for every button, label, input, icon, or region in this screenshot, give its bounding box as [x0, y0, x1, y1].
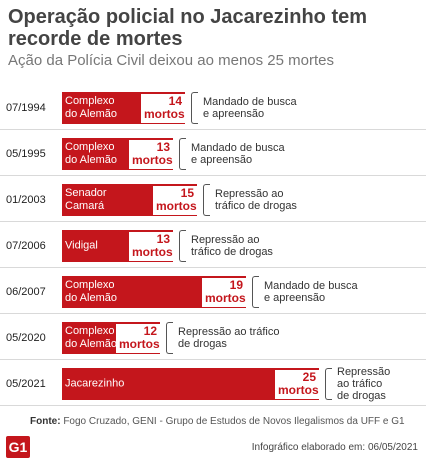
- source-label: Fonte:: [30, 416, 61, 427]
- reason-brace: [179, 230, 186, 262]
- reason-text: Repressão ao tráfico de drogas: [178, 326, 280, 350]
- bar-place-label: Complexo do Alemão: [65, 325, 117, 350]
- reason-brace: [179, 138, 186, 170]
- row-divider: [0, 313, 426, 314]
- row-date: 01/2003: [6, 194, 46, 206]
- row-divider: [0, 405, 426, 406]
- bar-value-label: 15 mortos: [153, 186, 197, 215]
- bar-place-label: Complexo do Alemão: [65, 141, 117, 166]
- row-divider: [0, 129, 426, 130]
- row-divider: [0, 267, 426, 268]
- page-title: Operação policial no Jacarezinho tem rec…: [8, 6, 368, 50]
- bar-place-label: Jacarezinho: [65, 377, 125, 390]
- reason-text: Repressão ao tráfico de drogas: [337, 366, 391, 402]
- row-date: 05/2020: [6, 332, 46, 344]
- credit-note: Infográfico elaborado em: 06/05/2021: [251, 442, 418, 453]
- reason-text: Repressão ao tráfico de drogas: [191, 234, 273, 258]
- g1-logo: G1: [6, 436, 30, 458]
- reason-brace: [203, 184, 210, 216]
- reason-text: Mandado de busca e apreensão: [203, 96, 297, 120]
- bar-place-label: Complexo do Alemão: [65, 279, 117, 304]
- reason-brace: [252, 276, 259, 308]
- page-subtitle: Ação da Polícia Civil deixou ao menos 25…: [8, 52, 335, 69]
- row-divider: [0, 359, 426, 360]
- reason-text: Repressão ao tráfico de drogas: [215, 188, 297, 212]
- bar-value-label: 19 mortos: [202, 278, 246, 307]
- bar-value-label: 13 mortos: [129, 140, 173, 169]
- row-date: 05/1995: [6, 148, 46, 160]
- bar-value-label: 13 mortos: [129, 232, 173, 261]
- bar-place-label: Vidigal: [65, 239, 98, 252]
- row-date: 07/2006: [6, 240, 46, 252]
- bar-value-label: 12 mortos: [116, 324, 160, 353]
- source-text: Fogo Cruzado, GENI - Grupo de Estudos de…: [60, 416, 405, 427]
- bar-place-label: Senador Camará: [65, 187, 107, 212]
- reason-brace: [166, 322, 173, 354]
- source-note: Fonte: Fogo Cruzado, GENI - Grupo de Est…: [30, 416, 422, 427]
- row-date: 07/1994: [6, 102, 46, 114]
- reason-text: Mandado de busca e apreensão: [191, 142, 285, 166]
- bar-value-label: 25 mortos: [275, 370, 319, 399]
- row-divider: [0, 221, 426, 222]
- bar-place-label: Complexo do Alemão: [65, 95, 117, 120]
- row-date: 06/2007: [6, 286, 46, 298]
- reason-text: Mandado de busca e apreensão: [264, 280, 358, 304]
- bar-value-label: 14 mortos: [141, 94, 185, 123]
- row-date: 05/2021: [6, 378, 46, 390]
- reason-brace: [325, 368, 332, 400]
- row-divider: [0, 175, 426, 176]
- reason-brace: [191, 92, 198, 124]
